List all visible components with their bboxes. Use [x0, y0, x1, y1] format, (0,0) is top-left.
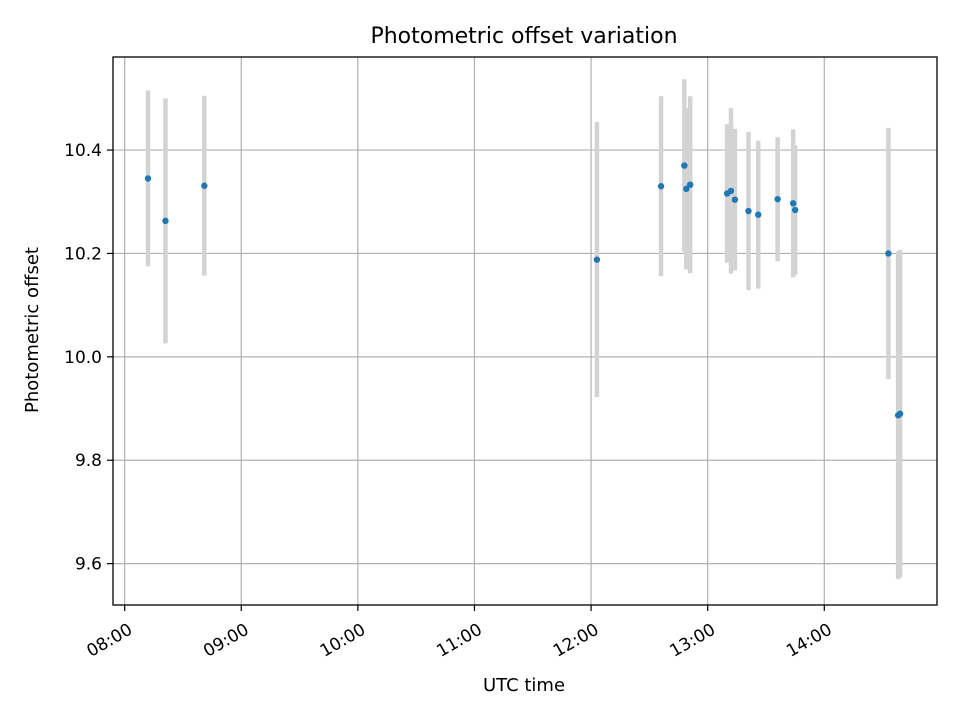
x-tick-label: 13:00 [667, 620, 719, 662]
data-point [789, 200, 797, 207]
y-axis-label: Photometric offset [22, 247, 43, 413]
x-tick-label: 12:00 [550, 620, 602, 662]
x-tick-label: 09:00 [200, 620, 252, 662]
data-point [144, 175, 152, 182]
data-point [885, 250, 892, 257]
data-point [745, 207, 752, 215]
data-point [201, 182, 208, 189]
data-point [731, 196, 739, 203]
data-point [683, 185, 690, 193]
data-point [896, 410, 904, 417]
data-point [681, 162, 688, 169]
data-point [791, 206, 799, 214]
grid [113, 57, 937, 605]
x-tick-label: 08:00 [84, 620, 136, 662]
y-tick-label: 9.8 [75, 451, 102, 471]
x-tick-label: 11:00 [433, 620, 485, 662]
x-tick-label: 10:00 [317, 620, 369, 662]
data-point [162, 217, 169, 225]
y-tick-label: 10.4 [64, 141, 102, 161]
chart-title: Photometric offset variation [370, 24, 677, 49]
x-tick-label: 14:00 [783, 620, 835, 662]
data-point [774, 195, 781, 203]
y-tick-label: 10.0 [64, 348, 102, 368]
data-point [755, 211, 762, 218]
x-axis-label: UTC time [483, 675, 565, 696]
data-point [727, 187, 735, 195]
x-axis-ticks: 08:00 09:00 10:00 11:00 12:00 13:00 14:00 [84, 605, 836, 662]
error-bars [145, 79, 903, 580]
data-point [686, 181, 694, 188]
data-point [657, 183, 665, 190]
data-point [593, 256, 601, 263]
data-points [144, 162, 904, 419]
y-tick-label: 9.6 [75, 555, 102, 575]
plot-frame [112, 56, 938, 606]
y-axis-ticks: 9.6 9.8 10.0 10.2 10.4 [64, 141, 113, 575]
y-tick-label: 10.2 [64, 244, 102, 264]
